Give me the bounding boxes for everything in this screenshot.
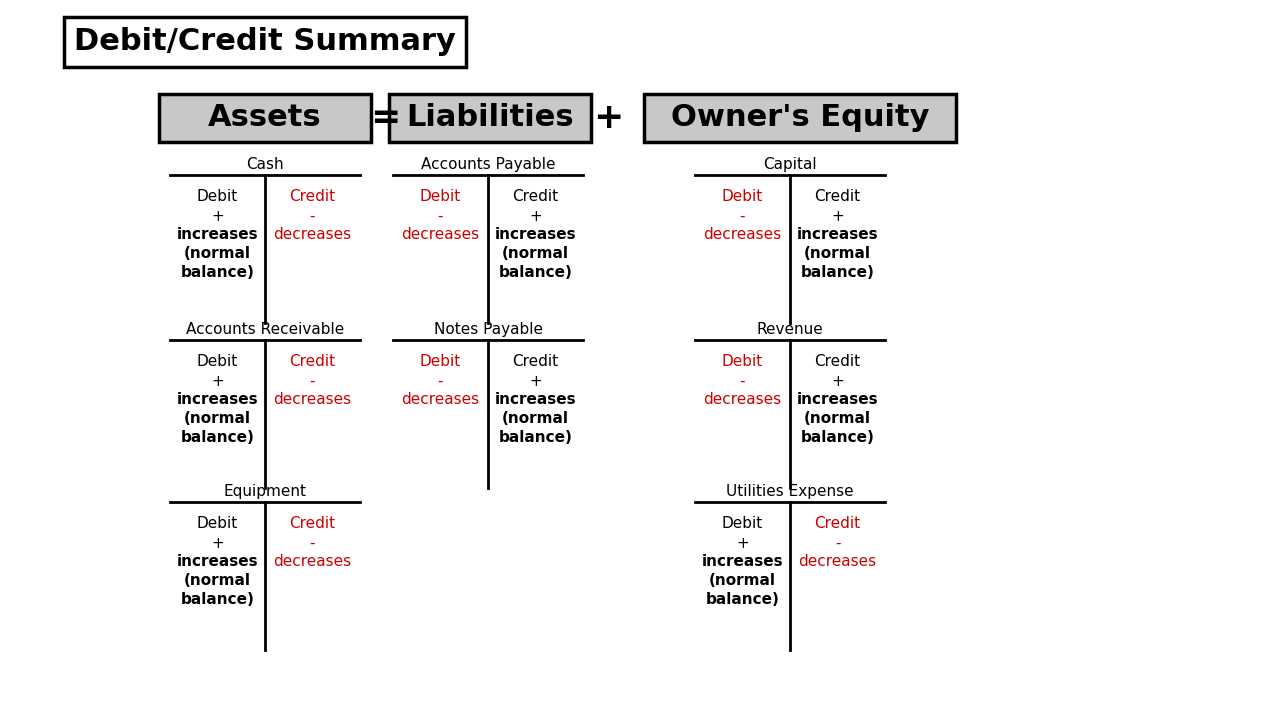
Text: decreases: decreases	[274, 392, 352, 407]
Text: +: +	[831, 374, 844, 389]
Text: +: +	[736, 536, 749, 551]
Text: Notes Payable: Notes Payable	[434, 322, 543, 337]
Text: decreases: decreases	[704, 392, 782, 407]
Text: Accounts Receivable: Accounts Receivable	[186, 322, 344, 337]
Text: Credit: Credit	[289, 354, 335, 369]
Text: -: -	[835, 536, 840, 551]
Text: Capital: Capital	[763, 157, 817, 172]
Text: +: +	[211, 536, 224, 551]
Text: increases
(normal
balance): increases (normal balance)	[701, 554, 783, 608]
Text: Debit: Debit	[420, 354, 461, 369]
Text: -: -	[438, 209, 443, 224]
FancyBboxPatch shape	[389, 94, 591, 142]
Text: Debit: Debit	[722, 354, 763, 369]
Text: decreases: decreases	[402, 227, 480, 242]
Text: increases
(normal
balance): increases (normal balance)	[494, 227, 576, 280]
FancyBboxPatch shape	[64, 17, 466, 67]
Text: -: -	[740, 209, 745, 224]
Text: +: +	[593, 101, 623, 135]
Text: decreases: decreases	[704, 227, 782, 242]
Text: Utilities Expense: Utilities Expense	[726, 484, 854, 499]
Text: Debit: Debit	[197, 354, 238, 369]
Text: -: -	[740, 374, 745, 389]
Text: +: +	[211, 374, 224, 389]
Text: Debit: Debit	[420, 189, 461, 204]
Text: Assets: Assets	[209, 104, 321, 132]
Text: decreases: decreases	[799, 554, 877, 569]
Text: -: -	[310, 209, 315, 224]
Text: decreases: decreases	[274, 554, 352, 569]
Text: +: +	[529, 374, 541, 389]
Text: -: -	[438, 374, 443, 389]
Text: Debit: Debit	[722, 516, 763, 531]
Text: Cash: Cash	[246, 157, 284, 172]
Text: Credit: Credit	[512, 354, 558, 369]
Text: Revenue: Revenue	[756, 322, 823, 337]
Text: +: +	[529, 209, 541, 224]
Text: +: +	[831, 209, 844, 224]
Text: Debit: Debit	[722, 189, 763, 204]
FancyBboxPatch shape	[644, 94, 956, 142]
Text: increases
(normal
balance): increases (normal balance)	[177, 227, 259, 280]
Text: -: -	[310, 536, 315, 551]
Text: Credit: Credit	[289, 516, 335, 531]
Text: Credit: Credit	[289, 189, 335, 204]
Text: Liabilities: Liabilities	[406, 104, 573, 132]
Text: decreases: decreases	[274, 227, 352, 242]
Text: increases
(normal
balance): increases (normal balance)	[177, 554, 259, 608]
Text: increases
(normal
balance): increases (normal balance)	[796, 227, 878, 280]
Text: =: =	[370, 101, 401, 135]
Text: Owner's Equity: Owner's Equity	[671, 104, 929, 132]
Text: Debit: Debit	[197, 189, 238, 204]
Text: increases
(normal
balance): increases (normal balance)	[796, 392, 878, 446]
Text: increases
(normal
balance): increases (normal balance)	[177, 392, 259, 446]
Text: -: -	[310, 374, 315, 389]
Text: Accounts Payable: Accounts Payable	[421, 157, 556, 172]
Text: Credit: Credit	[814, 516, 860, 531]
Text: Credit: Credit	[814, 354, 860, 369]
Text: +: +	[211, 209, 224, 224]
Text: Equipment: Equipment	[224, 484, 306, 499]
Text: increases
(normal
balance): increases (normal balance)	[494, 392, 576, 446]
Text: Debit/Credit Summary: Debit/Credit Summary	[74, 27, 456, 56]
FancyBboxPatch shape	[159, 94, 371, 142]
Text: Credit: Credit	[814, 189, 860, 204]
Text: Debit: Debit	[197, 516, 238, 531]
Text: decreases: decreases	[402, 392, 480, 407]
Text: Credit: Credit	[512, 189, 558, 204]
